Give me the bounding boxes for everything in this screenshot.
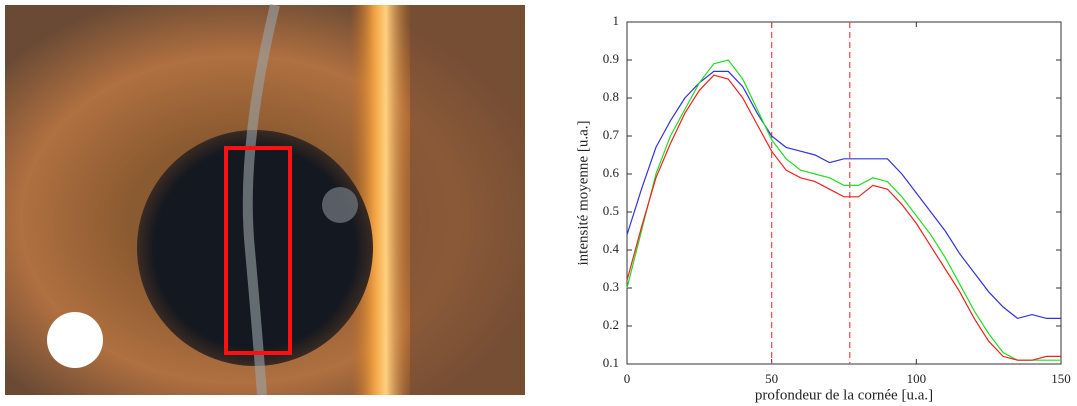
- y-tick-label: 0.1: [603, 355, 619, 370]
- y-tick-label: 0.8: [603, 89, 619, 104]
- x-tick-label: 150: [1051, 371, 1071, 386]
- x-tick-label: 100: [907, 371, 927, 386]
- y-tick-label: 0.5: [603, 203, 619, 218]
- eye-photo: [5, 3, 525, 396]
- y-axis-label: intensité moyenne [u.a.]: [575, 121, 591, 266]
- line-series: [626, 74, 1061, 361]
- x-axis-label: profondeur de la cornée [u.a.]: [755, 387, 933, 403]
- plot-frame: [626, 21, 1062, 365]
- x-tick-label: 0: [624, 371, 631, 386]
- y-tick-label: 0.4: [603, 241, 620, 256]
- y-tick-label: 0.3: [603, 279, 619, 294]
- y-tick-label: 1: [613, 13, 620, 28]
- y-tick-label: 0.7: [603, 127, 620, 142]
- line-series: [626, 59, 1061, 361]
- x-tick-label: 50: [765, 371, 778, 386]
- y-tick-label: 0.9: [603, 51, 619, 66]
- y-tick-label: 0.6: [603, 165, 620, 180]
- y-tick-label: 0.2: [603, 317, 619, 332]
